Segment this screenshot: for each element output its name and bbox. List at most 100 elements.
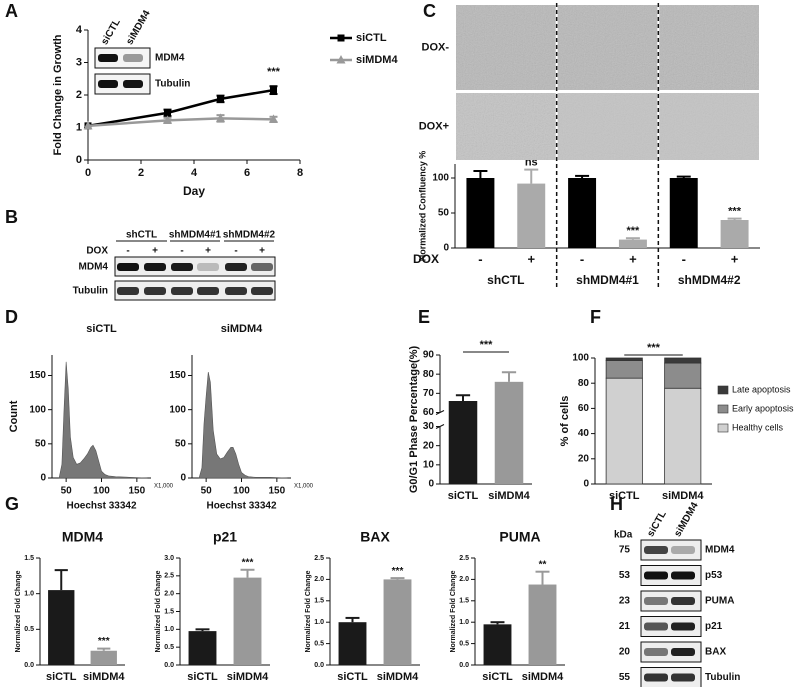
marker bbox=[270, 86, 277, 94]
size-label: 53 bbox=[619, 570, 631, 581]
blot-frame bbox=[114, 280, 276, 301]
bar bbox=[466, 178, 495, 248]
y-tick-label: 1.0 bbox=[314, 619, 324, 626]
lane-label: + bbox=[205, 246, 211, 257]
bar-label: *** bbox=[392, 566, 404, 577]
legend-label: siMDM4 bbox=[356, 54, 398, 66]
y-tick-label: 0 bbox=[443, 243, 449, 254]
blot-row-label: Tubulin bbox=[73, 286, 108, 297]
blot-band bbox=[671, 571, 695, 580]
row-label: DOX+ bbox=[419, 120, 449, 132]
y-tick-label: 1.0 bbox=[459, 619, 469, 626]
group-label: shMDM4#2 bbox=[678, 273, 741, 287]
micrograph-texture bbox=[659, 5, 759, 90]
lane-label: - bbox=[234, 246, 237, 257]
y-tick-label: 1.5 bbox=[24, 555, 34, 562]
blot-band bbox=[197, 263, 219, 271]
x-tick-label: 50 bbox=[61, 486, 73, 497]
annotation: *** bbox=[267, 66, 281, 78]
bar-label: *** bbox=[98, 636, 110, 647]
blot-band bbox=[98, 54, 118, 62]
micrograph-texture bbox=[557, 93, 658, 160]
y-tick-label: 0 bbox=[40, 473, 46, 484]
blot-row-label: MDM4 bbox=[705, 545, 735, 556]
y-axis-label: Normalized Fold Change bbox=[155, 570, 162, 652]
y-tick-label: 50 bbox=[438, 208, 450, 219]
y-tick-label: 20 bbox=[578, 453, 590, 464]
size-label: 20 bbox=[619, 647, 631, 658]
blot-band bbox=[225, 263, 247, 271]
bar bbox=[448, 401, 478, 484]
blot-row-label: p21 bbox=[705, 621, 723, 632]
x-unit-label: X1,000 bbox=[154, 484, 174, 490]
row-label: DOX- bbox=[422, 41, 450, 53]
blot-row-label: BAX bbox=[705, 647, 726, 658]
treatment-label: DOX bbox=[86, 246, 108, 257]
x-tick-label: 4 bbox=[191, 167, 198, 179]
x-tick-label: siCTL bbox=[187, 671, 218, 683]
x-tick-label: siMDM4 bbox=[662, 490, 704, 502]
y-tick-label: 100 bbox=[169, 404, 186, 415]
marker bbox=[164, 109, 171, 117]
y-tick-label: 50 bbox=[35, 438, 47, 449]
lane-label: siCTL bbox=[99, 17, 122, 47]
blot-frame bbox=[94, 73, 151, 95]
lane-label: siCTL bbox=[645, 509, 668, 539]
blot-band bbox=[197, 287, 219, 295]
legend-marker bbox=[336, 55, 346, 64]
size-label: 23 bbox=[619, 596, 631, 607]
y-tick-label: 40 bbox=[578, 428, 590, 439]
y-tick-label: 2.5 bbox=[314, 555, 324, 562]
y-tick-label: 0.0 bbox=[314, 662, 324, 669]
x-tick-label: 6 bbox=[244, 167, 250, 179]
y-tick-label: 0.0 bbox=[164, 662, 174, 669]
bar-segment bbox=[664, 362, 702, 389]
series-line bbox=[87, 88, 274, 128]
chart-title: BAX bbox=[360, 529, 390, 545]
lane-label: siMDM4 bbox=[124, 8, 153, 47]
blot-band bbox=[251, 263, 273, 271]
blot-band bbox=[251, 287, 273, 295]
y-tick-label: 3 bbox=[76, 56, 82, 68]
y-tick-label: 4 bbox=[76, 24, 83, 36]
x-axis-label: Hoechst 33342 bbox=[206, 501, 276, 512]
y-tick-label: 2.5 bbox=[164, 573, 174, 580]
bar-segment bbox=[605, 377, 643, 485]
x-tick-label: siCTL bbox=[609, 490, 640, 502]
unit-label: kDa bbox=[614, 530, 633, 541]
y-tick-label: 1.0 bbox=[24, 591, 34, 598]
panel-label: H bbox=[610, 494, 623, 514]
y-tick-label: 1 bbox=[76, 121, 82, 133]
blot-band bbox=[123, 80, 143, 88]
marker bbox=[217, 95, 224, 103]
blot-band bbox=[644, 597, 668, 605]
y-tick-label: 150 bbox=[29, 370, 46, 381]
y-tick-label: 2.0 bbox=[314, 576, 324, 583]
micrograph-texture bbox=[456, 93, 556, 160]
y-tick-label: 150 bbox=[169, 370, 186, 381]
bar bbox=[720, 220, 749, 248]
x-tick-label: - bbox=[478, 251, 482, 266]
bar-label: *** bbox=[626, 225, 640, 237]
y-tick-label: 0.0 bbox=[459, 662, 469, 669]
bar bbox=[233, 577, 262, 665]
series-line bbox=[87, 117, 274, 128]
y-tick-label: 2.5 bbox=[459, 555, 469, 562]
panel-label: G bbox=[5, 494, 19, 514]
blot-band bbox=[171, 287, 193, 295]
y-tick-label: 0.5 bbox=[24, 626, 34, 633]
y-tick-label: 0.5 bbox=[459, 640, 469, 647]
x-tick-label: 150 bbox=[269, 486, 286, 497]
chart-title: p21 bbox=[213, 529, 237, 545]
blot-frame bbox=[94, 47, 151, 69]
y-tick-label: 30 bbox=[423, 421, 435, 432]
y-tick-label: 80 bbox=[578, 378, 590, 389]
group-label: shMDM4#2 bbox=[223, 230, 276, 241]
bar-segment bbox=[605, 357, 643, 361]
group-label: shCTL bbox=[487, 273, 524, 287]
y-tick-label: 1.5 bbox=[459, 598, 469, 605]
x-tick-label: 100 bbox=[93, 486, 110, 497]
blot-band bbox=[225, 287, 247, 295]
y-tick-label: 2.0 bbox=[459, 576, 469, 583]
legend-label: siCTL bbox=[356, 32, 387, 44]
